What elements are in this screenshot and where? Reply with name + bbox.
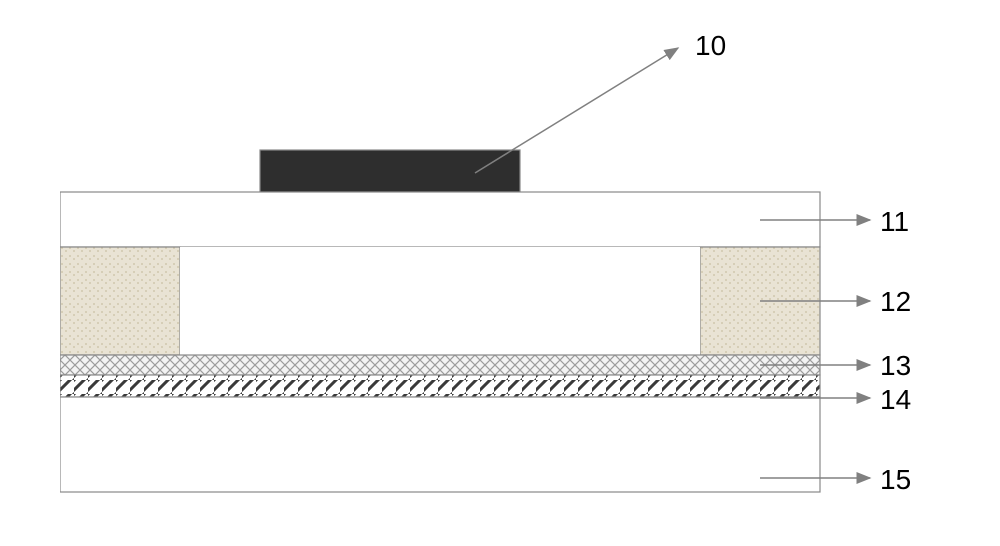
label-layer-13: 13 [880, 350, 911, 382]
diagram-container: 10 11 12 1314 15 [60, 30, 940, 520]
label-layer-14: 14 [880, 384, 911, 416]
label-layer-15: 15 [880, 464, 911, 496]
label-top-block: 10 [695, 30, 726, 62]
label-layer-12: 12 [880, 286, 911, 318]
label-layer-11: 11 [880, 206, 909, 238]
diagram-svg [60, 30, 940, 520]
